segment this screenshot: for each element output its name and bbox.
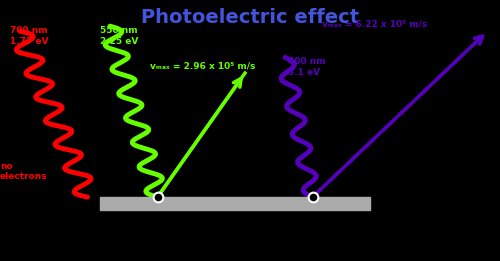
Text: Photoelectric effect: Photoelectric effect bbox=[141, 8, 359, 27]
Text: vₘₐₓ = 2.96 x 10⁵ m/s: vₘₐₓ = 2.96 x 10⁵ m/s bbox=[150, 62, 256, 70]
Text: 550 nm
2.25 eV: 550 nm 2.25 eV bbox=[100, 26, 138, 45]
Text: 700 nm
1.77 eV: 700 nm 1.77 eV bbox=[10, 26, 48, 45]
Text: vₘₐₓ = 6.22 x 10⁵ m/s: vₘₐₓ = 6.22 x 10⁵ m/s bbox=[322, 20, 428, 29]
Text: no
electrons: no electrons bbox=[0, 162, 48, 181]
Text: 400 nm
3.1 eV: 400 nm 3.1 eV bbox=[288, 57, 325, 77]
Bar bbox=[100, 197, 370, 210]
